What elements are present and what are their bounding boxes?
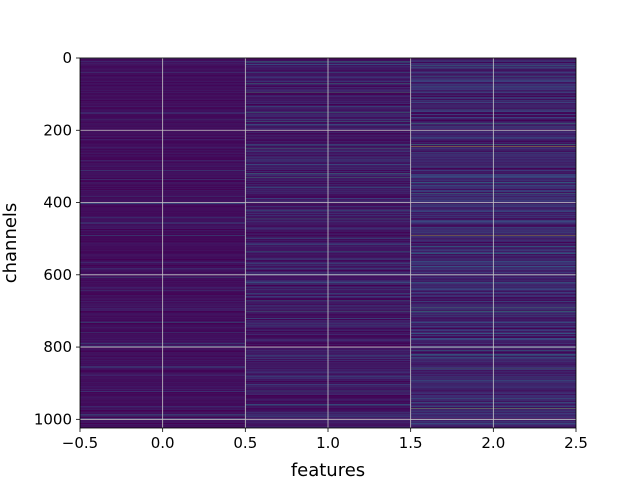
x-tick-label: 0.5 xyxy=(233,434,257,452)
y-tick-label: 1000 xyxy=(34,410,72,428)
y-axis: 0 200 400 600 800 1000 xyxy=(34,49,80,428)
y-tick-label: 800 xyxy=(43,338,72,356)
x-tick-label: 0.0 xyxy=(151,434,175,452)
x-tick-label: 2.0 xyxy=(481,434,505,452)
plot-area xyxy=(79,57,577,429)
x-tick-label: 1.0 xyxy=(316,434,340,452)
x-tick-label: 1.5 xyxy=(399,434,423,452)
x-axis-label: features xyxy=(291,460,365,480)
y-tick-label: 0 xyxy=(62,49,72,67)
y-tick-label: 400 xyxy=(43,194,72,212)
y-axis-label: channels xyxy=(0,203,21,284)
y-tick-label: 200 xyxy=(43,121,72,139)
x-tick-label: −0.5 xyxy=(62,434,98,452)
x-axis: −0.5 0.0 0.5 1.0 1.5 2.0 2.5 xyxy=(62,428,588,452)
y-tick-label: 600 xyxy=(43,266,72,284)
x-tick-label: 2.5 xyxy=(564,434,588,452)
